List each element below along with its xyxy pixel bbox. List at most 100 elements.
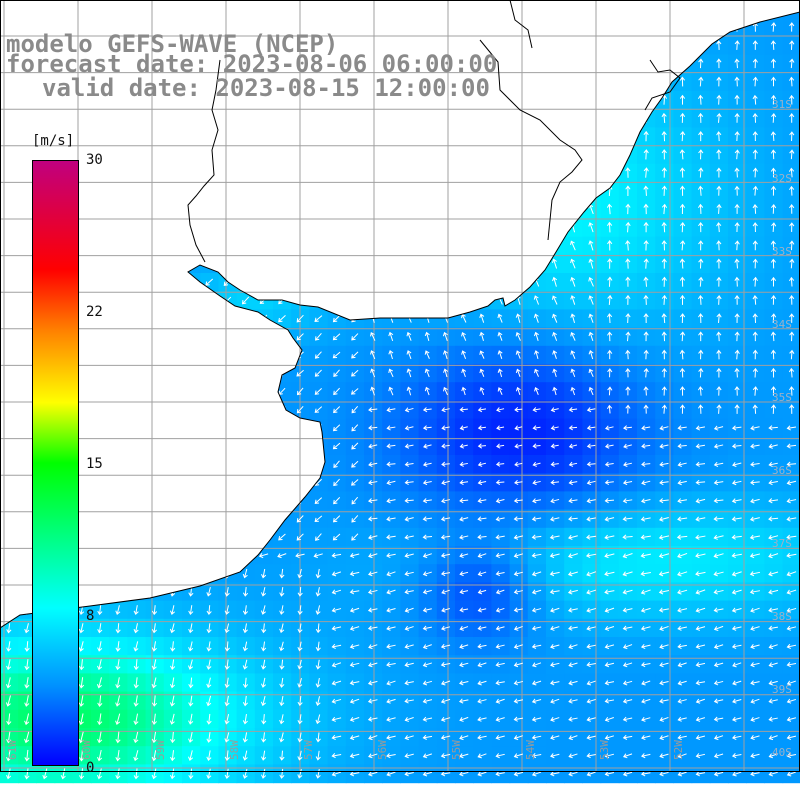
- wind-arrow: [333, 460, 340, 469]
- wind-arrow: [534, 350, 540, 360]
- wind-arrow: [386, 516, 396, 522]
- wind-arrow: [770, 404, 777, 414]
- wind-arrow: [370, 368, 376, 378]
- wind-arrow: [350, 388, 359, 395]
- wind-arrow: [695, 589, 706, 595]
- wind-arrow: [404, 571, 414, 577]
- wind-arrow: [770, 386, 777, 396]
- wind-arrow: [513, 753, 524, 759]
- wind-arrow: [750, 662, 760, 668]
- colorbar: [32, 160, 79, 766]
- wind-arrow: [422, 589, 432, 595]
- wind-arrow: [734, 258, 740, 269]
- wind-arrow: [297, 605, 303, 615]
- wind-arrow: [734, 76, 740, 87]
- wind-arrow: [625, 404, 631, 414]
- wind-arrow: [768, 644, 778, 650]
- wind-arrow: [606, 203, 613, 215]
- wind-arrow: [258, 553, 269, 559]
- longitude-label: 57W: [302, 740, 315, 760]
- wind-arrow: [786, 680, 796, 686]
- wind-arrow: [260, 587, 267, 597]
- wind-arrow: [586, 425, 596, 431]
- latitude-label: 38S: [772, 610, 792, 623]
- wind-arrow: [550, 516, 560, 522]
- wind-arrow: [406, 350, 412, 360]
- wind-arrow: [659, 771, 669, 777]
- wind-arrow: [698, 76, 704, 87]
- wind-arrow: [786, 425, 797, 431]
- wind-arrow: [604, 625, 615, 631]
- wind-arrow: [386, 480, 396, 486]
- wind-arrow: [206, 695, 212, 707]
- wind-arrow: [133, 768, 139, 780]
- wind-arrow: [97, 749, 103, 762]
- wind-arrow: [459, 735, 469, 741]
- wind-arrow: [406, 368, 412, 378]
- wind-arrow: [731, 498, 742, 504]
- wind-arrow: [677, 571, 688, 577]
- latitude-label: 37S: [772, 537, 792, 550]
- wind-arrow: [278, 533, 286, 541]
- wind-arrow: [351, 460, 359, 468]
- wind-arrow: [625, 240, 631, 251]
- wind-arrow: [586, 589, 597, 595]
- wind-arrow: [679, 276, 686, 287]
- wind-arrow: [789, 313, 795, 323]
- wind-arrow: [314, 369, 322, 377]
- wind-arrow: [242, 587, 249, 597]
- wind-arrow: [731, 443, 742, 449]
- longitude-label: 56W: [376, 740, 389, 760]
- wind-arrow: [677, 480, 687, 486]
- wind-arrow: [242, 695, 249, 707]
- wind-arrow: [441, 480, 450, 486]
- wind-arrow: [752, 185, 759, 196]
- wind-arrow: [422, 571, 432, 577]
- wind-arrow: [279, 568, 285, 579]
- wind-arrow: [788, 276, 795, 287]
- wind-arrow: [133, 750, 139, 762]
- wind-arrow: [786, 498, 797, 504]
- wind-arrow: [169, 605, 176, 615]
- wind-arrow: [279, 659, 285, 670]
- wind-arrow: [622, 753, 633, 759]
- wind-arrow: [206, 623, 212, 634]
- wind-arrow: [495, 735, 505, 741]
- wind-arrow: [568, 771, 578, 777]
- wind-arrow: [370, 331, 376, 341]
- wind-arrow: [533, 295, 540, 305]
- wind-arrow: [734, 167, 740, 178]
- wind-arrow: [314, 315, 323, 322]
- wind-arrow: [406, 331, 412, 341]
- wind-arrow: [752, 386, 759, 396]
- wind-arrow: [78, 641, 84, 652]
- wind-arrow: [641, 680, 651, 686]
- wind-arrow: [716, 203, 722, 214]
- wind-arrow: [459, 407, 468, 413]
- wind-arrow: [679, 367, 686, 378]
- wind-arrow: [386, 571, 396, 577]
- wind-arrow: [495, 498, 505, 504]
- wind-arrow: [297, 677, 303, 688]
- wind-arrow: [533, 313, 539, 323]
- wind-arrow: [477, 607, 487, 613]
- wind-arrow: [768, 480, 778, 486]
- wind-arrow: [550, 461, 559, 467]
- wind-arrow: [698, 258, 704, 269]
- wind-arrow: [531, 734, 542, 740]
- longitude-label: 59W: [154, 740, 167, 760]
- wind-arrow: [279, 677, 285, 688]
- wind-arrow: [459, 571, 469, 577]
- wind-arrow: [716, 276, 722, 287]
- wind-arrow: [404, 516, 414, 522]
- wind-arrow: [151, 605, 158, 616]
- wind-arrow: [750, 498, 760, 504]
- wind-arrow: [422, 771, 433, 777]
- wind-arrow: [97, 605, 103, 616]
- wind-arrow: [605, 425, 614, 431]
- wind-arrow: [459, 771, 469, 777]
- wind-arrow: [241, 296, 250, 305]
- wind-arrow: [713, 753, 724, 759]
- wind-arrow: [661, 367, 667, 378]
- longitude-label: 52W: [672, 740, 685, 760]
